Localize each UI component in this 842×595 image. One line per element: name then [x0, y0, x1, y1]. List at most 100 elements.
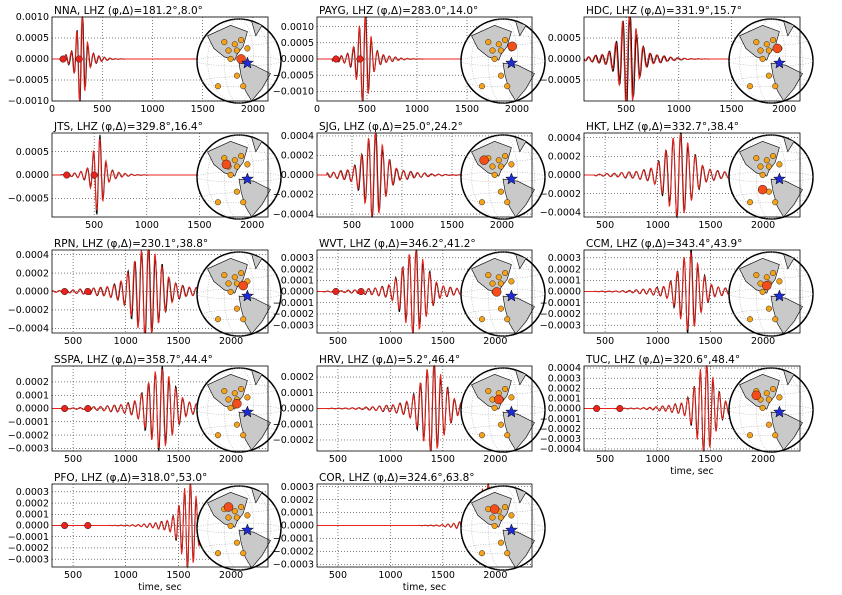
x-tick-label: 1500	[431, 336, 455, 347]
station-marker	[508, 394, 515, 401]
station-marker	[765, 421, 772, 428]
station-marker	[757, 47, 764, 54]
y-tick-label: 0.0010	[16, 12, 49, 23]
station-marker	[479, 83, 486, 90]
plot-frame	[51, 249, 269, 334]
station-marker	[231, 157, 238, 164]
station-marker	[497, 421, 504, 428]
station-marker	[497, 72, 504, 79]
phase-marker	[90, 171, 98, 179]
station-marker	[772, 83, 779, 90]
globe-meridian	[739, 367, 803, 453]
station-marker	[231, 41, 238, 48]
greenland-landmass	[783, 253, 795, 270]
station-marker	[221, 388, 228, 395]
epicenter-star-icon	[241, 405, 254, 418]
epicenter-star-icon	[773, 172, 786, 185]
station-marker	[244, 394, 251, 401]
phase-marker	[61, 288, 69, 296]
active-station-marker	[232, 399, 242, 409]
station-marker	[233, 188, 240, 195]
station-marker	[747, 199, 754, 206]
plot-frame	[583, 249, 801, 334]
active-station-marker	[762, 280, 772, 291]
plot-frame	[583, 132, 801, 218]
y-tick-label: −0.0010	[8, 96, 49, 107]
globe-gridline	[728, 171, 814, 183]
station-marker	[225, 280, 232, 287]
panel-title: RPN, LHZ (φ,Δ)=230.1°,38.8°	[54, 238, 208, 250]
phase-marker	[59, 55, 67, 63]
station-marker	[759, 404, 766, 411]
y-tick-label: −0.0001	[8, 417, 49, 428]
y-tick-label: 0.0000	[548, 287, 581, 298]
y-tick-label: 0.0002	[16, 498, 49, 509]
station-marker	[238, 37, 245, 44]
globe-gridline	[196, 404, 282, 416]
globe-gridline	[196, 288, 282, 300]
y-tick-label: −0.0004	[273, 209, 314, 220]
y-tick-label: 0.0004	[548, 363, 581, 374]
plot-frame	[316, 249, 533, 334]
x-tick-label: 1000	[405, 104, 429, 115]
epicenter-star-icon	[241, 56, 254, 69]
panel-title: SSPA, LHZ (φ,Δ)=358.7°,44.4°	[54, 354, 213, 366]
active-station-marker	[489, 504, 500, 514]
greenland-landmass	[515, 253, 527, 270]
station-marker	[772, 432, 779, 439]
y-tick-label: −0.0001	[540, 414, 581, 425]
greenland-landmass	[251, 487, 263, 504]
y-tick-label: 0.0000	[281, 404, 314, 415]
panel-title: PFO, LHZ (φ,Δ)=318.0°,53.0°	[54, 472, 207, 484]
station-marker	[214, 550, 221, 557]
x-tick-label: 1000	[114, 336, 138, 347]
x-tick-label: 1500	[431, 454, 455, 465]
y-tick-label: −0.0001	[273, 298, 314, 309]
phase-marker	[356, 55, 364, 63]
station-marker	[221, 272, 228, 279]
station-marker	[759, 55, 766, 62]
y-tick-label: 0.0002	[548, 383, 581, 394]
panel-title: NNA, LHZ (φ,Δ)=181.2°,8.0°	[54, 5, 203, 17]
x-tick-label: 1000	[646, 220, 670, 231]
globe-meridian	[471, 485, 535, 571]
active-station-marker	[772, 43, 782, 54]
station-marker	[763, 390, 770, 397]
station-marker	[508, 512, 515, 519]
south-america-landmass	[238, 178, 271, 218]
x-tick-label: 0	[314, 104, 320, 115]
panel-payg: 0 500 1000 1500 2000 −0.0010 −0.0005 0.0000 0.00…	[273, 5, 546, 115]
south-america-landmass	[770, 411, 803, 451]
y-tick-label: −0.0002	[540, 189, 581, 200]
y-tick-label: 0.0004	[548, 133, 581, 144]
panel-hkt: 500 1000 1500 2000 −0.0004 −0.0002 0.0000 0.000…	[540, 121, 814, 231]
station-marker	[772, 316, 779, 323]
x-tick-label: 500	[329, 336, 347, 347]
station-marker	[240, 83, 247, 90]
globe-meridian	[471, 367, 535, 453]
y-tick-label: 0.0000	[16, 170, 49, 181]
panel-title: HRV, LHZ (φ,Δ)=5.2°,46.4°	[319, 354, 460, 366]
y-tick-label: 0.0001	[16, 390, 49, 401]
x-tick-label: 1500	[166, 454, 190, 465]
plot-frame	[316, 132, 533, 218]
epicenter-star-icon	[505, 289, 518, 302]
y-tick-label: 0.0000	[281, 170, 314, 181]
station-marker	[214, 83, 221, 90]
panel-ccm: 500 1000 1500 2000−0.0003−0.0002−0.00010.00…	[540, 238, 814, 347]
panel-tuc: 500 1000 1500 2000 −0.0004−0.0003−0.0002−0.0…	[540, 354, 814, 477]
y-tick-label: 0.0002	[281, 495, 314, 506]
x-tick-label: 1500	[431, 570, 455, 581]
globe-meridian	[471, 251, 535, 337]
station-marker	[770, 270, 777, 277]
x-tick-label: 2000	[241, 104, 265, 115]
station-marker	[502, 152, 509, 159]
plot-frame	[51, 16, 269, 102]
station-marker	[238, 504, 245, 511]
station-marker	[225, 47, 232, 54]
y-tick-label: 0.0002	[281, 264, 314, 275]
station-marker	[763, 41, 770, 48]
station-marker	[497, 163, 504, 170]
plot-frame	[51, 483, 269, 568]
south-america-landmass	[770, 62, 803, 102]
